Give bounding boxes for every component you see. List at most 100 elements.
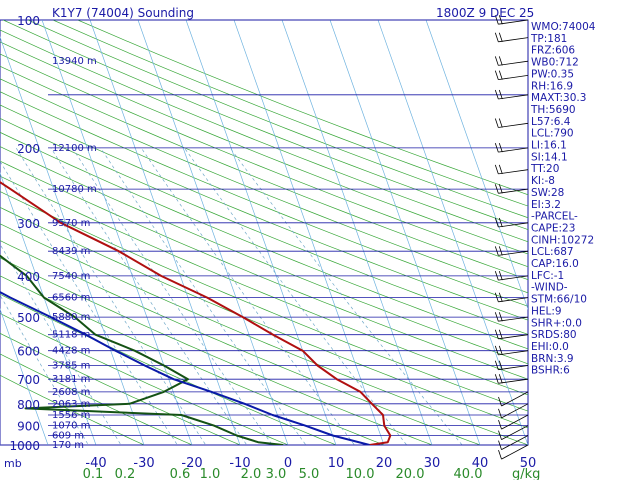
index-line: KI:-8: [531, 175, 555, 187]
mixing-ratio-label: 1.0: [200, 467, 221, 480]
temperature-tick-label: -40: [85, 456, 106, 471]
wind-barbs: [494, 15, 529, 460]
mixing-ratio-line: [184, 147, 408, 445]
wind-barb-flag: [498, 184, 503, 194]
pressure-tick-label: 700: [17, 373, 40, 387]
index-line: SRDS:80: [531, 329, 577, 341]
chart-title: K1Y7 (74004) Sounding: [52, 6, 194, 20]
wind-barb: [494, 56, 529, 66]
dry-adiabat-line: [0, 91, 528, 307]
sounding-time: 1800Z 9 DEC 25: [436, 6, 534, 20]
isotherm-line: [0, 171, 97, 445]
isotherm-line: [185, 20, 337, 445]
height-label: 5118 m: [52, 330, 90, 341]
index-line: BSHR:6: [531, 365, 570, 377]
pressure-tick-label: 1000: [9, 439, 40, 453]
wind-barb: [494, 70, 529, 80]
height-label: 7540 m: [52, 271, 90, 282]
wind-barb-shaft: [498, 94, 529, 100]
wind-barb-shaft: [498, 316, 529, 322]
wind-barb-flag: [498, 292, 503, 302]
isotherm-line: [89, 20, 241, 445]
index-line: WMO:74004: [531, 21, 596, 33]
wind-barb: [494, 345, 529, 356]
wind-barb: [494, 164, 529, 175]
dry-adiabat-line: [0, 353, 193, 445]
wind-barb-shaft: [501, 403, 529, 419]
index-line: RH:16.9: [531, 80, 573, 92]
dry-adiabat-line: [0, 41, 528, 255]
height-label: 5880 m: [52, 312, 90, 323]
wind-barb-flag: [494, 184, 499, 194]
pressure-tick-label: 100: [17, 14, 40, 28]
wind-barb-shaft: [498, 122, 529, 128]
wind-barb: [494, 217, 529, 228]
dewpoint-profile: [0, 254, 284, 445]
height-label: 3785 m: [52, 361, 90, 372]
wind-barb-flag: [498, 56, 503, 66]
temperature-tick-label: -10: [229, 456, 250, 471]
dry-adiabat-line: [0, 374, 145, 445]
wind-barb: [494, 270, 529, 281]
dry-adiabat-line: [3, 20, 528, 230]
isotherm-line: [233, 20, 385, 445]
wind-barb-flag: [498, 329, 503, 339]
mixing-ratio-label: 0.2: [115, 467, 136, 480]
wind-barb-flag: [494, 329, 499, 339]
mixing-ratio-unit: g/kg: [512, 467, 540, 480]
index-line: TT:20: [530, 163, 559, 175]
dry-adiabat-line: [0, 65, 528, 280]
wind-barb-shaft: [498, 169, 529, 175]
wind-barb-shaft: [501, 425, 529, 440]
mixing-ratio-label: 5.0: [299, 467, 320, 480]
mixing-ratio-line: [0, 294, 89, 445]
height-label: 4428 m: [52, 346, 90, 357]
height-label: 9570 m: [52, 218, 90, 229]
wind-barb-shaft: [498, 350, 529, 356]
wind-barb: [494, 32, 529, 43]
wind-barb-shaft: [501, 414, 529, 430]
height-label: 10780 m: [52, 184, 97, 195]
wind-barb-flag: [494, 246, 499, 256]
mixing-ratio-line: [72, 147, 273, 445]
height-label: 13940 m: [52, 56, 97, 67]
wind-barb: [494, 292, 529, 303]
wind-barb-shaft: [498, 250, 529, 256]
wind-barb-shaft: [498, 297, 529, 303]
wind-barb-flag: [494, 15, 499, 25]
wind-barb-shaft: [498, 334, 529, 340]
wind-barb-shaft: [498, 222, 529, 228]
index-line: -PARCEL-: [531, 211, 578, 223]
wind-barb: [498, 425, 529, 440]
wind-barb-shaft: [501, 391, 529, 407]
isotherm-line: [41, 20, 193, 445]
height-label: 8439 m: [52, 246, 90, 257]
wind-barb: [498, 403, 529, 419]
index-line: CAP:16.0: [531, 258, 579, 270]
dry-adiabat-line: [52, 20, 528, 207]
pressure-tick-label: 900: [17, 420, 40, 434]
wind-barb-shaft: [498, 365, 529, 371]
dry-adiabat-line: [0, 131, 528, 350]
wind-barb-shaft: [498, 19, 529, 25]
index-line: STM:66/10: [531, 294, 587, 306]
mixing-ratio-label: 20.0: [396, 467, 425, 480]
wind-barb-flag: [494, 217, 499, 228]
wind-barb-flag: [498, 15, 503, 25]
mixing-ratio-line: [100, 147, 307, 445]
height-label: 1070 m: [52, 421, 90, 432]
wind-barb-flag: [498, 408, 502, 419]
wind-barb-shaft: [498, 75, 529, 80]
wind-barb-flag: [498, 70, 503, 80]
wind-barb: [494, 184, 529, 194]
wind-barb-shaft: [501, 435, 529, 450]
wind-barb-flag: [494, 56, 499, 66]
wind-barb-flag: [494, 312, 499, 322]
dry-adiabat-line: [0, 175, 528, 396]
wind-barb-shaft: [501, 444, 529, 460]
wind-barb-shaft: [498, 275, 529, 281]
mixing-ratio-line: [0, 243, 122, 445]
wind-barb-flag: [494, 345, 499, 356]
wind-barb-flag: [494, 70, 499, 80]
